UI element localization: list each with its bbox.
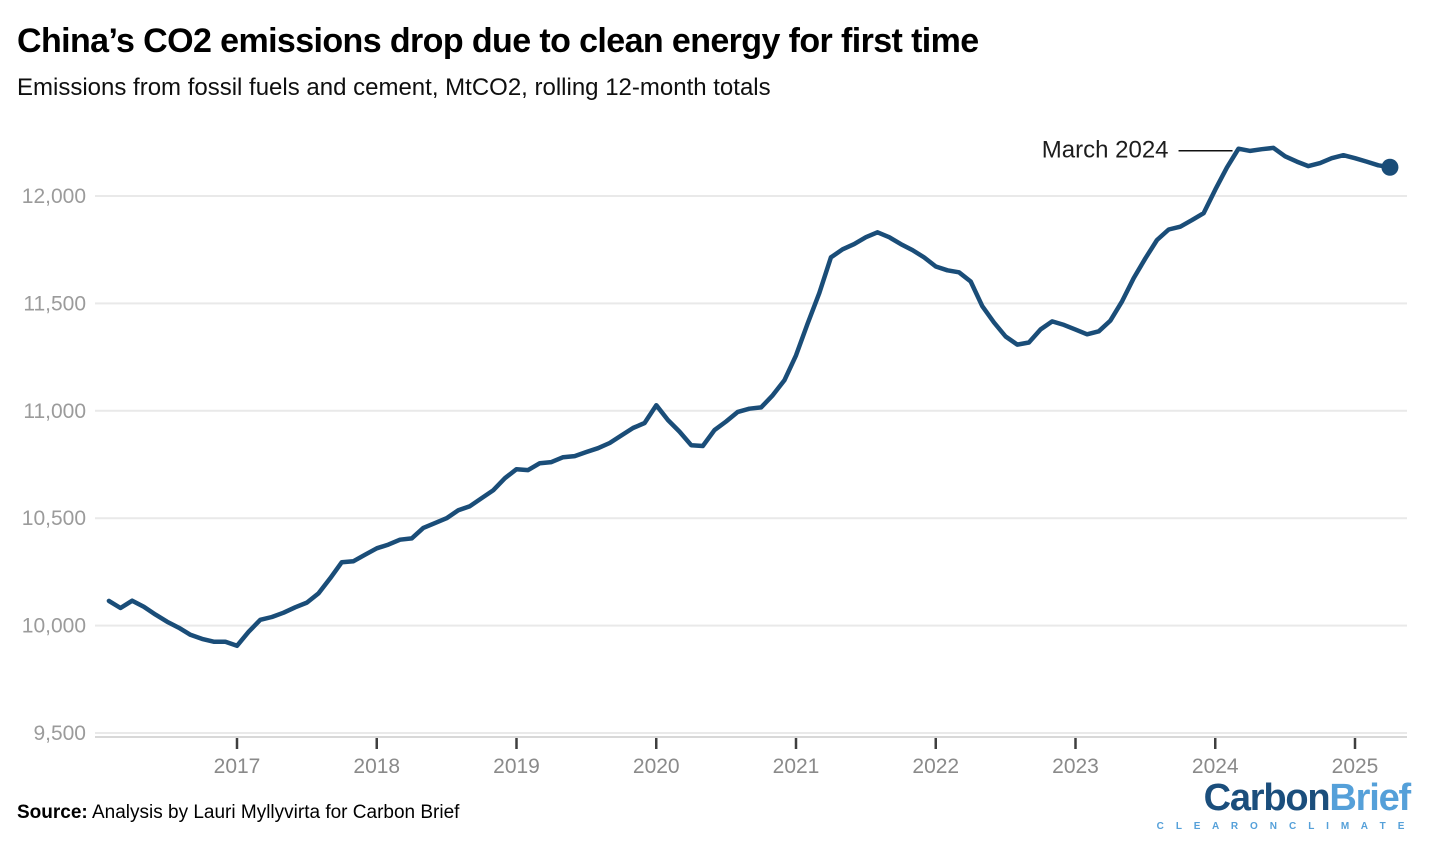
x-axis-label: 2017 bbox=[214, 755, 261, 778]
source-line: Source: Analysis by Lauri Myllyvirta for… bbox=[17, 802, 459, 824]
y-axis-label: 10,000 bbox=[22, 615, 86, 638]
chart-subtitle: Emissions from fossil fuels and cement, … bbox=[17, 74, 771, 101]
y-axis-label: 11,000 bbox=[23, 400, 86, 423]
carbonbrief-logo: CarbonBrief C L E A R O N C L I M A T E bbox=[1156, 777, 1412, 832]
y-axis-label: 12,000 bbox=[22, 185, 86, 208]
x-axis-label: 2024 bbox=[1192, 755, 1239, 778]
logo-word-brief: Brief bbox=[1329, 777, 1411, 819]
x-axis-label: 2018 bbox=[353, 755, 400, 778]
source-text: Analysis by Lauri Myllyvirta for Carbon … bbox=[91, 802, 460, 823]
latest-point-marker bbox=[1381, 158, 1399, 176]
logo-wordmark: CarbonBrief bbox=[1157, 777, 1412, 819]
x-axis-label: 2019 bbox=[493, 755, 540, 778]
chart-title: China’s CO2 emissions drop due to clean … bbox=[17, 22, 979, 60]
y-axis-label: 11,500 bbox=[23, 292, 86, 315]
annotation-label: March 2024 bbox=[1042, 137, 1169, 164]
x-axis-label: 2025 bbox=[1332, 755, 1379, 778]
logo-word-carbon: Carbon bbox=[1203, 777, 1331, 819]
emissions-line bbox=[106, 145, 1393, 649]
x-axis-label: 2022 bbox=[912, 755, 959, 778]
y-axis-label: 9,500 bbox=[33, 722, 86, 745]
x-axis-label: 2023 bbox=[1052, 755, 1099, 778]
source-label: Source: bbox=[17, 802, 88, 823]
x-axis-label: 2021 bbox=[773, 755, 820, 778]
x-axis-label: 2020 bbox=[633, 755, 680, 778]
y-axis-label: 10,500 bbox=[22, 507, 86, 530]
logo-tagline: C L E A R O N C L I M A T E bbox=[1156, 820, 1409, 832]
